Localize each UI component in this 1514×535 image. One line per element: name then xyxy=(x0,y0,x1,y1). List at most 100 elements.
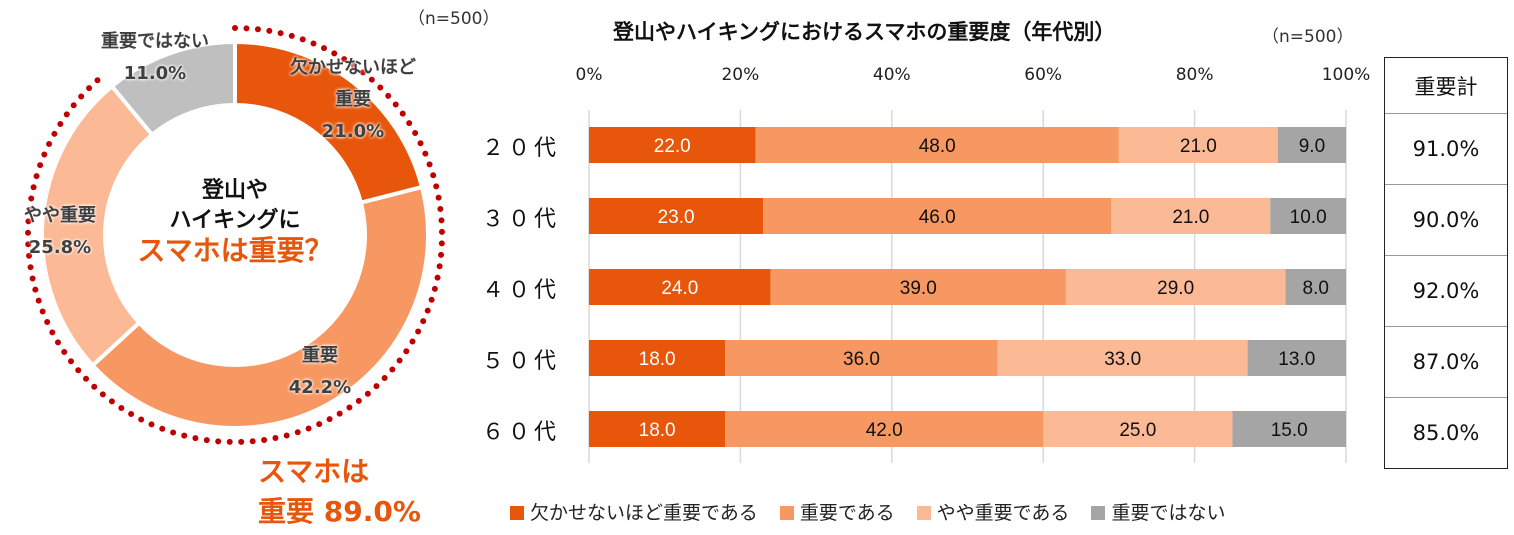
bar-data-label: 15.0 xyxy=(1271,420,1308,441)
bar-segment xyxy=(1065,269,1286,305)
bar-data-label: 21.0 xyxy=(1172,207,1209,228)
bar-data-label: 21.0 xyxy=(1180,136,1217,157)
bar-segment xyxy=(1232,411,1346,447)
bar-data-label: 39.0 xyxy=(900,278,937,299)
legend: 欠かせないほど重要である 重要である やや重要である 重要ではない xyxy=(510,498,1225,525)
bar-segment xyxy=(1270,198,1346,234)
bar-data-label: 18.0 xyxy=(639,349,676,370)
bar-data-label: 25.0 xyxy=(1119,420,1156,441)
bar-segment xyxy=(589,127,756,163)
legend-item: 重要ではない xyxy=(1091,498,1225,525)
bar-segment xyxy=(1043,411,1233,447)
dotted-highlight-arc xyxy=(25,25,445,445)
bar-segment xyxy=(1247,340,1346,376)
legend-label: 重要ではない xyxy=(1111,502,1226,524)
x-tick-label: 20% xyxy=(721,65,760,85)
legend-swatch xyxy=(916,506,931,520)
slice-label-important: 重要 42.2% xyxy=(270,340,370,404)
legend-item: やや重要である xyxy=(916,498,1070,525)
donut-slice xyxy=(109,39,237,138)
bar-data-label: 24.0 xyxy=(661,278,698,299)
slice-name-2: 重要 xyxy=(335,89,371,110)
bar-data-label: 10.0 xyxy=(1290,207,1327,228)
center-line-1: 登山や xyxy=(201,178,268,203)
bar-data-label: 9.0 xyxy=(1299,136,1325,157)
legend-item: 重要である xyxy=(779,498,895,525)
legend-swatch xyxy=(1091,506,1106,520)
table-cell: 92.0% xyxy=(1385,255,1507,326)
slice-label-essential: 欠かせないほど 重要 21.0% xyxy=(268,52,438,148)
bar-data-label: 29.0 xyxy=(1157,278,1194,299)
bar-data-label: 13.0 xyxy=(1278,349,1315,370)
slice-name: 重要ではない xyxy=(101,31,209,52)
bar-segment xyxy=(725,411,1044,447)
donut-total: スマホは 重要 89.0% xyxy=(258,452,421,532)
bar-segment xyxy=(589,411,726,447)
bar-chart-title: 登山やハイキングにおけるスマホの重要度（年代別） xyxy=(613,20,1116,44)
bar-segment xyxy=(589,340,726,376)
donut-center-text: 登山や ハイキングに スマホは重要？ xyxy=(105,176,365,266)
category-label: ２０代 xyxy=(482,136,561,161)
slice-label-somewhat: やや重要 25.8% xyxy=(10,200,110,264)
slice-pct: 25.8% xyxy=(28,237,92,258)
bar-segment xyxy=(997,340,1248,376)
slice-name: 重要 xyxy=(302,345,338,366)
slice-pct: 42.2% xyxy=(288,377,352,398)
bar-data-label: 46.0 xyxy=(919,207,956,228)
legend-label: やや重要である xyxy=(936,502,1070,524)
bar-segment xyxy=(589,198,764,234)
table-cell: 91.0% xyxy=(1385,113,1507,184)
bar-segment xyxy=(1285,269,1346,305)
total-line-1: スマホは xyxy=(258,455,370,488)
legend-swatch xyxy=(510,506,524,520)
bar-data-label: 42.0 xyxy=(866,420,903,441)
slice-label-not: 重要ではない 11.0% xyxy=(80,26,230,90)
bar-data-label: 33.0 xyxy=(1104,349,1141,370)
bar-data-label: 22.0 xyxy=(654,136,691,157)
donut-slice xyxy=(89,184,430,430)
bar-segment xyxy=(1277,127,1346,163)
legend-label: 重要である xyxy=(799,502,895,524)
total-line-2: 重要 89.0% xyxy=(258,495,421,528)
bar-data-label: 18.0 xyxy=(639,420,676,441)
importance-total-table: 重要計 91.0% 90.0% 92.0% 87.0% 85.0% xyxy=(1384,57,1508,469)
bar-segment xyxy=(1118,127,1278,163)
center-line-3: スマホは重要？ xyxy=(137,234,333,267)
bar-data-label: 36.0 xyxy=(843,349,880,370)
bar-segment xyxy=(1111,198,1271,234)
x-tick-label: 40% xyxy=(872,65,911,85)
category-label: ６０代 xyxy=(482,420,561,445)
legend-label: 欠かせないほど重要である xyxy=(530,502,758,524)
bar-sample-size: （n=500） xyxy=(1262,27,1354,47)
bar-data-label: 48.0 xyxy=(919,136,956,157)
bar-segment xyxy=(770,269,1066,305)
slice-pct: 11.0% xyxy=(123,63,187,84)
slice-name: 欠かせないほど xyxy=(290,57,416,78)
table-cell: 90.0% xyxy=(1385,184,1507,255)
bar-segment xyxy=(725,340,998,376)
x-tick-label: 0% xyxy=(575,65,603,85)
bar-segment xyxy=(755,127,1119,163)
slice-name: やや重要 xyxy=(24,205,96,226)
bar-segment xyxy=(763,198,1112,234)
table-cell: 87.0% xyxy=(1385,326,1507,397)
donut-sample-size: （n=500） xyxy=(408,9,500,29)
bar-data-label: 8.0 xyxy=(1303,278,1329,299)
table-cell: 85.0% xyxy=(1385,397,1507,468)
x-tick-label: 80% xyxy=(1175,65,1214,85)
legend-swatch xyxy=(779,506,794,520)
category-label: ３０代 xyxy=(482,207,561,232)
bar-segment xyxy=(589,269,771,305)
category-label: ４０代 xyxy=(482,278,561,303)
table-header: 重要計 xyxy=(1414,74,1478,99)
bar-data-label: 23.0 xyxy=(658,207,695,228)
slice-pct: 21.0% xyxy=(321,121,385,142)
category-label: ５０代 xyxy=(482,349,561,374)
x-tick-label: 60% xyxy=(1024,65,1063,85)
legend-item: 欠かせないほど重要である xyxy=(510,498,758,525)
center-line-2: ハイキングに xyxy=(169,208,301,233)
donut-slice xyxy=(40,83,155,369)
x-tick-label: 100% xyxy=(1321,65,1371,85)
